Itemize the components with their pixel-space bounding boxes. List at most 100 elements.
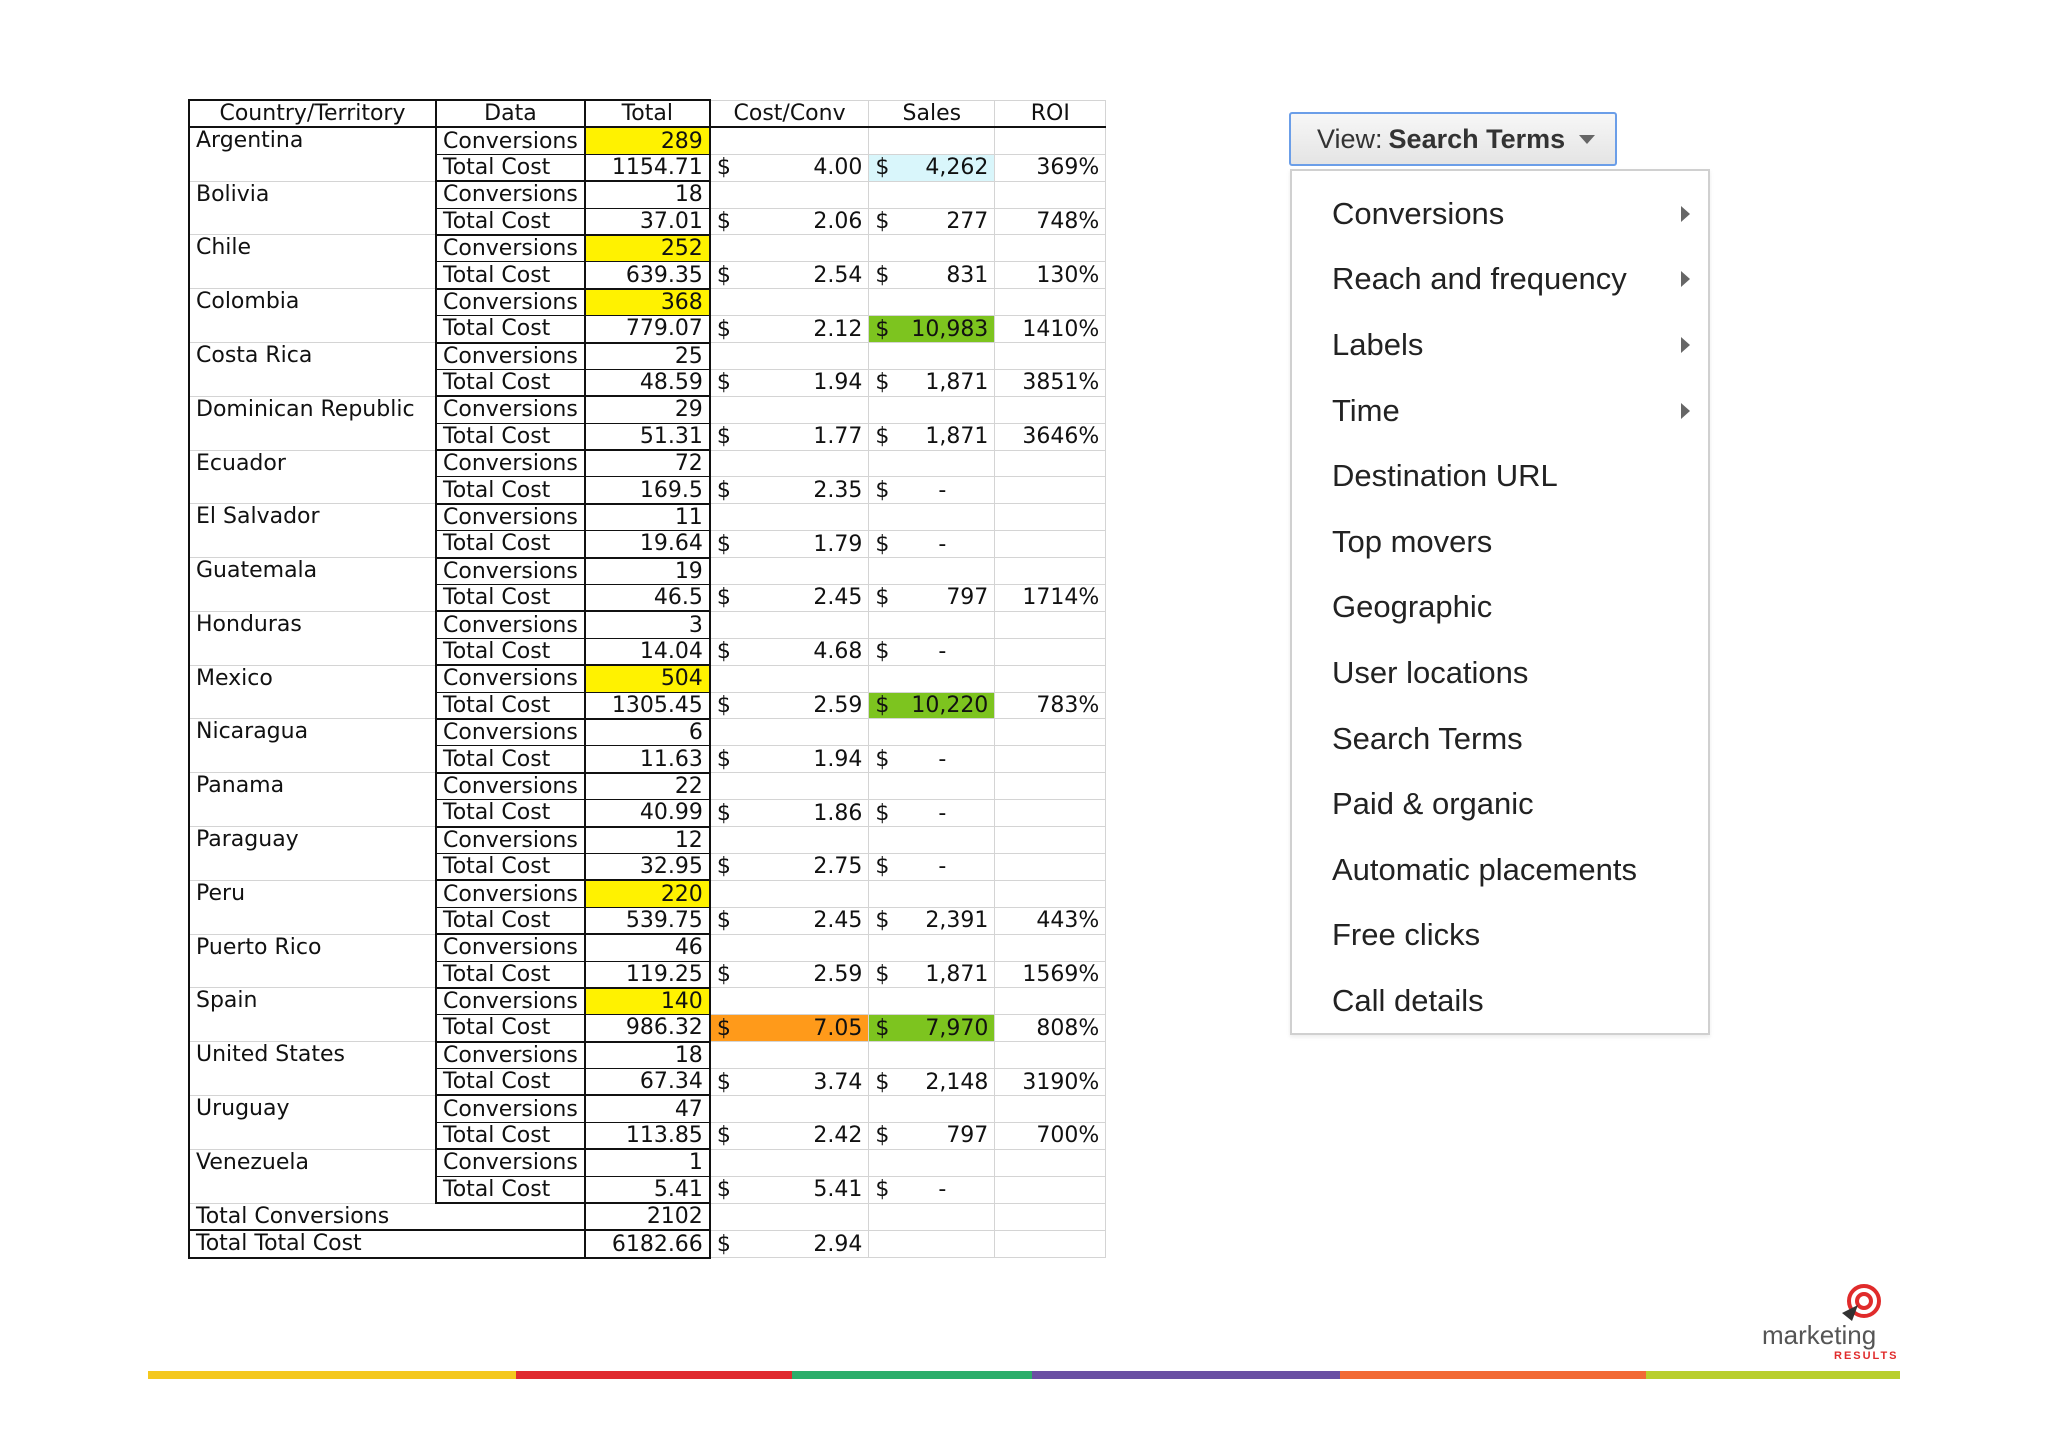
sales-cell: $7,970: [868, 1014, 996, 1043]
sales-cell: $ -: [868, 530, 996, 559]
menu-item-reach-and-frequency[interactable]: Reach and frequency: [1292, 247, 1708, 313]
sales-value: 10,983: [911, 316, 989, 342]
cost-per-conv-value: 2.35: [813, 477, 863, 503]
currency-symbol: $: [875, 155, 890, 181]
empty-cell: [994, 1094, 1107, 1123]
logo-word: marketing: [1762, 1320, 1877, 1350]
menu-item-search-terms[interactable]: Search Terms: [1292, 706, 1708, 772]
country-cell: Peru: [188, 879, 437, 935]
conversions-cell: 1: [584, 1148, 711, 1177]
currency-symbol: $: [716, 908, 731, 934]
menu-item-user-locations[interactable]: User locations: [1292, 640, 1708, 706]
country-cell: Colombia: [188, 288, 437, 344]
empty-cell: [709, 718, 870, 747]
data-label-cell: Total Cost: [435, 799, 586, 828]
empty-cell: [709, 395, 870, 424]
empty-cell: [868, 772, 996, 801]
table-row: United States Conversions 18: [188, 1041, 1107, 1096]
menu-item-automatic-placements[interactable]: Automatic placements: [1292, 837, 1708, 903]
total-cost-cell: 14.04: [584, 637, 711, 667]
total-cost-cell: 1154.71: [584, 153, 711, 183]
empty-cell: [994, 879, 1107, 908]
empty-cell: [994, 1148, 1107, 1177]
country-cell: Costa Rica: [188, 342, 437, 397]
totals-row: Total Conversions 2102: [188, 1202, 1107, 1232]
cost-per-conv-cell: $2.54: [709, 261, 870, 290]
view-menu: Conversions Reach and frequency Labels Time…: [1290, 169, 1710, 1035]
stripe-segment: [1340, 1371, 1646, 1379]
roi-cell: 1714%: [994, 584, 1107, 612]
table-row: Costa Rica Conversions 25: [188, 342, 1107, 397]
cost-per-conv-cell: $2.06: [709, 207, 870, 236]
roi-cell: 3851%: [994, 368, 1107, 397]
empty-cell: [709, 610, 870, 639]
total-cost-cell: 113.85: [584, 1121, 711, 1151]
currency-symbol: $: [875, 908, 890, 934]
data-label-cell: Total Cost: [435, 691, 586, 720]
sales-cell: $4,262: [868, 153, 996, 182]
data-label-cell: Conversions: [435, 557, 586, 586]
table-row: Panama Conversions 22: [188, 772, 1107, 828]
menu-item-label: Paid & organic: [1332, 786, 1534, 822]
empty-cell: [868, 610, 996, 639]
sales-cell: $2,148: [868, 1068, 996, 1096]
cost-per-conv-value: 4.00: [813, 155, 863, 181]
currency-symbol: $: [716, 1123, 731, 1149]
empty-cell: [868, 826, 996, 854]
cost-per-conv-cell: $2.59: [709, 960, 870, 989]
total-cost-cell: 11.63: [584, 745, 711, 774]
data-label-cell: Conversions: [435, 395, 586, 424]
conversions-by-country-table: Country/Territory Data Total Cost/Conv S…: [188, 98, 1107, 1259]
table-row: Uruguay Conversions 47: [188, 1094, 1107, 1150]
menu-item-labels[interactable]: Labels: [1292, 312, 1708, 378]
currency-symbol: $: [716, 639, 731, 665]
sales-value: 2,391: [925, 908, 989, 934]
sales-value: 1,871: [925, 370, 989, 396]
sales-value: -: [938, 746, 947, 772]
sales-cell: $ -: [868, 852, 996, 881]
empty-cell: [994, 180, 1107, 209]
cost-per-conv-value: 2.42: [813, 1123, 863, 1149]
view-dropdown-button[interactable]: View: Search Terms: [1289, 112, 1617, 166]
cost-per-conv-value: 3.74: [813, 1069, 863, 1095]
menu-item-geographic[interactable]: Geographic: [1292, 575, 1708, 641]
chevron-right-icon: [1681, 402, 1690, 419]
table-row: Total Cost 539.75 $2.45 $2,391 443%: [189, 906, 1107, 936]
roi-cell: 3646%: [994, 422, 1107, 451]
header-total: Total: [583, 98, 711, 129]
menu-item-call-details[interactable]: Call details: [1292, 968, 1708, 1034]
table-row: Total Cost 37.01 $2.06 $277 748%: [189, 207, 1107, 236]
menu-item-destination-url[interactable]: Destination URL: [1292, 443, 1708, 509]
menu-item-top-movers[interactable]: Top movers: [1292, 509, 1708, 575]
table-row: Total Cost 113.85 $2.42 $797 700%: [189, 1121, 1107, 1151]
total-cost-cell: 46.5: [584, 584, 711, 613]
cost-per-conv-value: 2.45: [813, 908, 863, 934]
cost-per-conv-value: 2.94: [813, 1231, 863, 1257]
data-label-cell: Conversions: [435, 1094, 586, 1123]
data-label-cell: Conversions: [435, 987, 586, 1016]
currency-symbol: $: [875, 800, 890, 826]
country-cell: Guatemala: [188, 557, 437, 612]
cost-per-conv-value: 2.59: [813, 961, 863, 987]
menu-item-time[interactable]: Time: [1292, 378, 1708, 444]
cost-per-conv-cell: $2.35: [709, 476, 870, 505]
table-row: Guatemala Conversions 19: [188, 557, 1107, 612]
sales-value: -: [938, 854, 947, 880]
menu-item-label: Conversions: [1332, 195, 1505, 231]
header-sales: Sales: [868, 99, 996, 129]
cost-per-conv-value: 2.75: [813, 854, 863, 880]
cost-per-conv-cell: $2.75: [709, 852, 870, 881]
data-label-cell: Conversions: [435, 933, 586, 962]
header-data: Data: [435, 98, 586, 129]
data-label-cell: Conversions: [435, 503, 586, 532]
empty-cell: [994, 1229, 1107, 1259]
menu-item-paid-organic[interactable]: Paid & organic: [1292, 771, 1708, 837]
stripe-segment: [1032, 1371, 1340, 1379]
menu-item-free-clicks[interactable]: Free clicks: [1292, 903, 1708, 969]
conversions-cell: 12: [584, 826, 711, 854]
table-row: Spain Conversions 140: [188, 987, 1107, 1043]
menu-item-conversions[interactable]: Conversions: [1292, 181, 1708, 247]
currency-symbol: $: [875, 424, 890, 450]
table-row: Total Cost 67.34 $3.74 $2,148 3190%: [189, 1068, 1107, 1097]
currency-symbol: $: [716, 961, 731, 987]
